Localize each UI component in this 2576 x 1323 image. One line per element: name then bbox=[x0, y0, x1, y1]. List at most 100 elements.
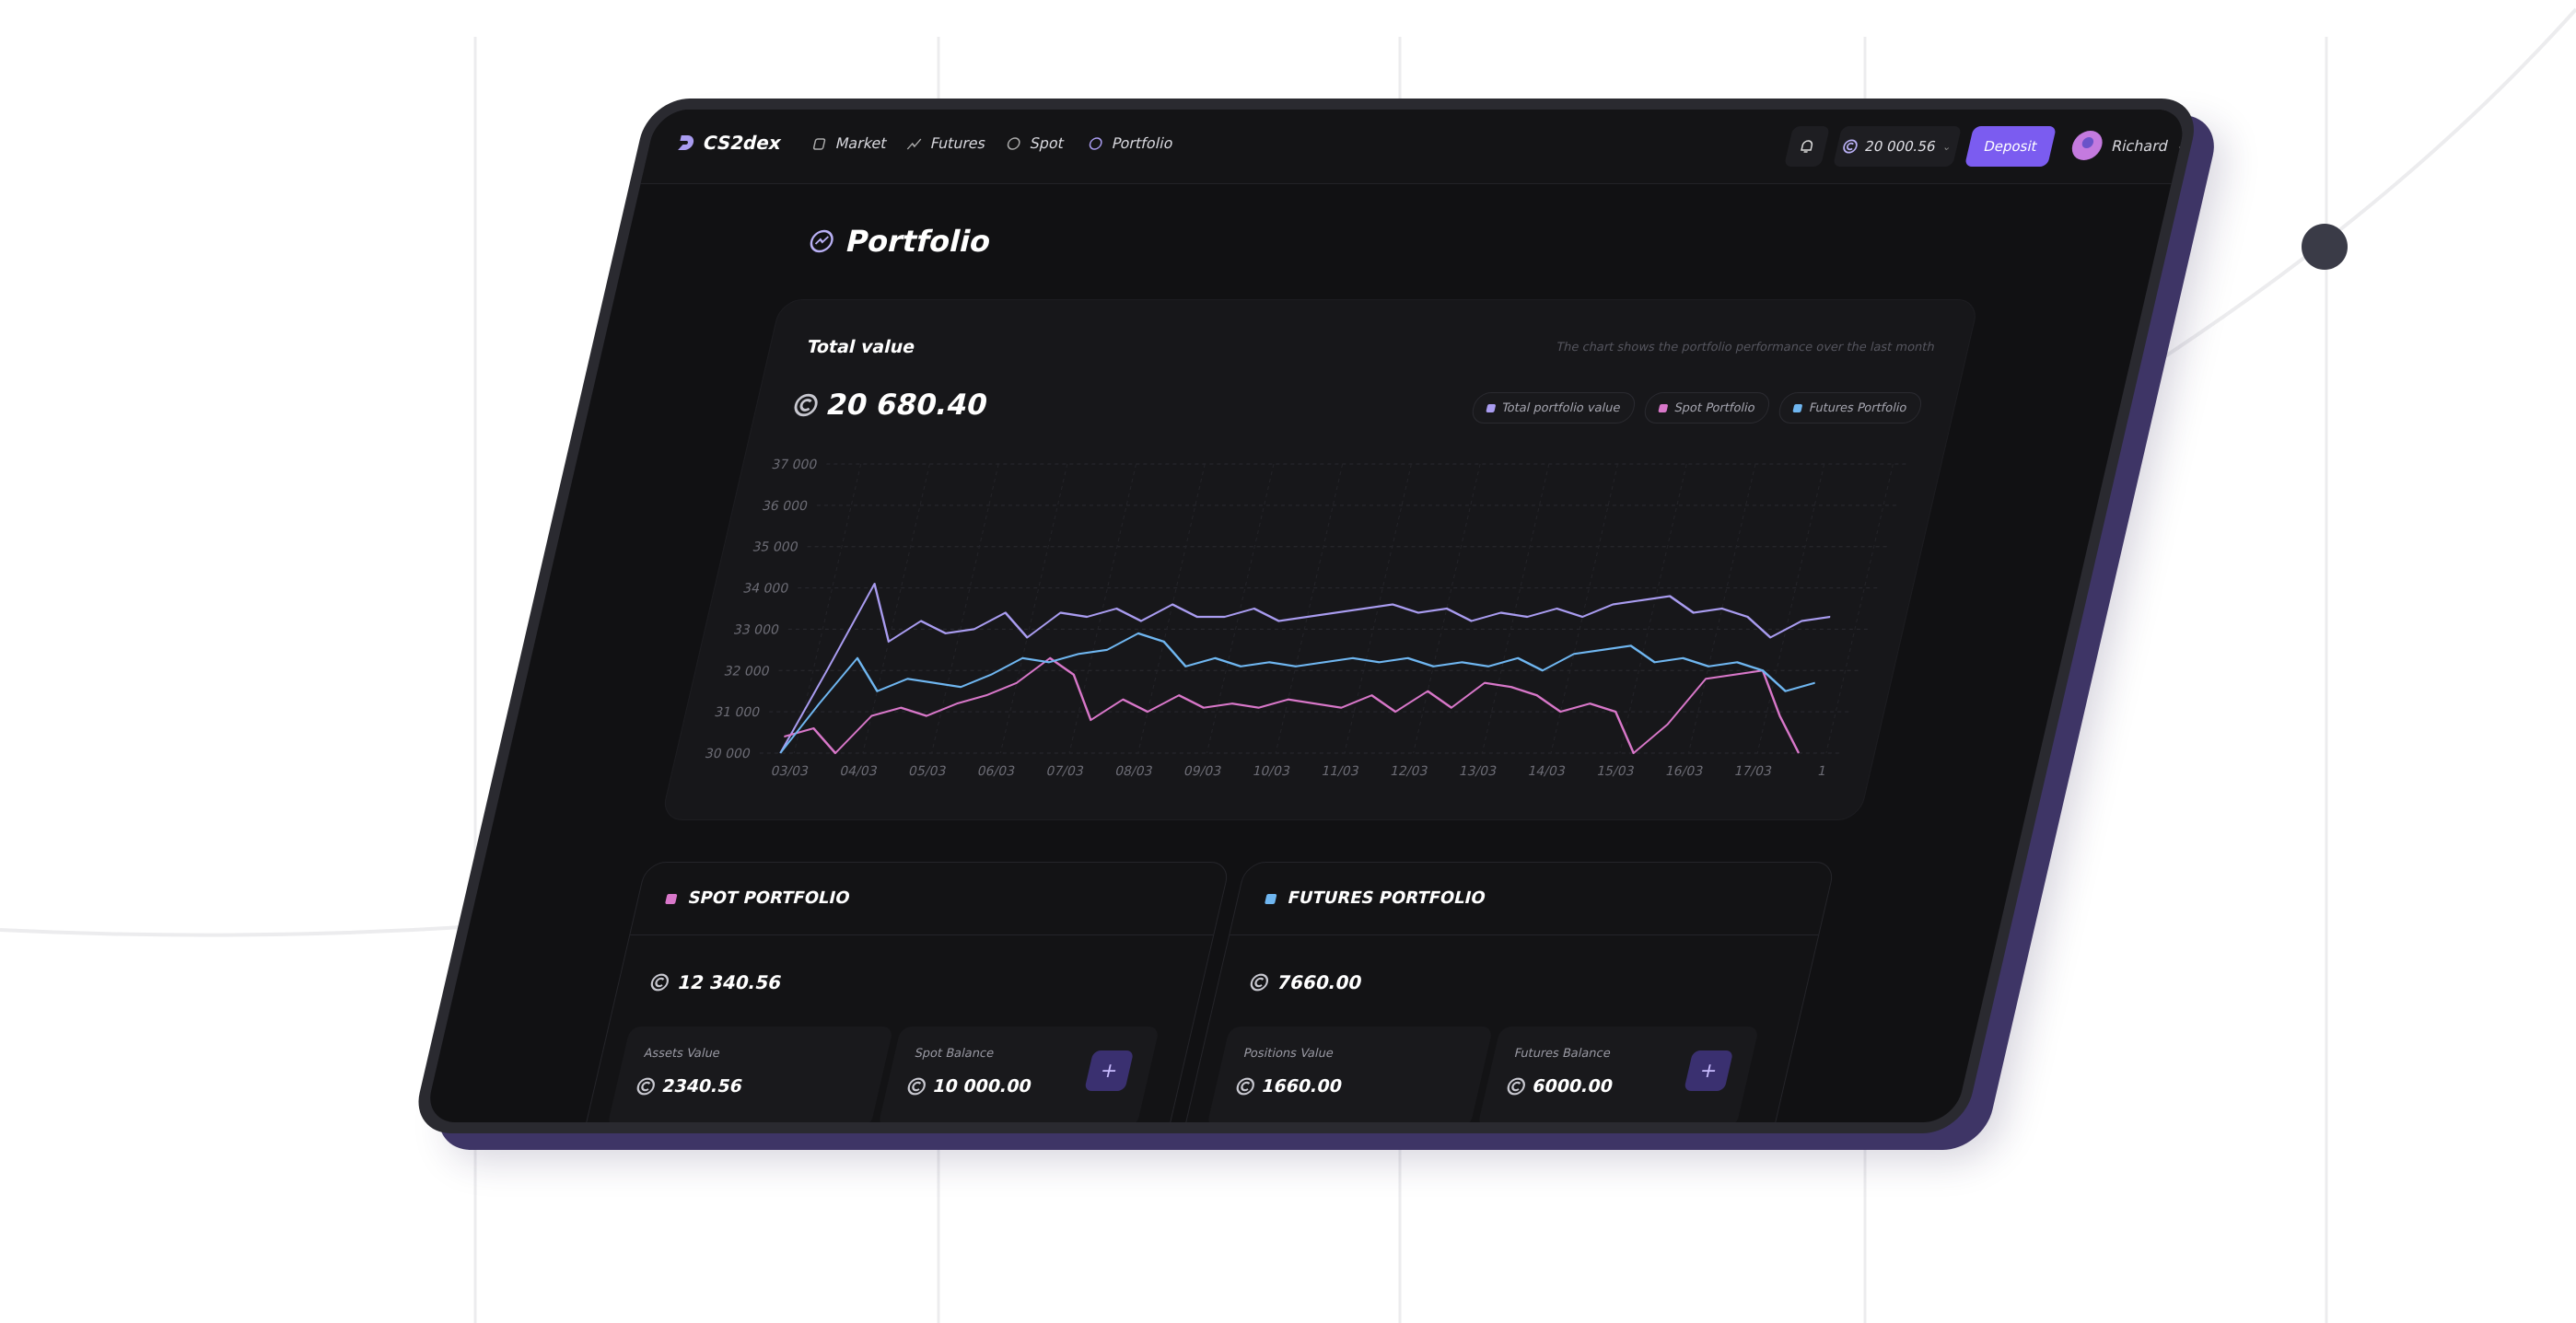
stat-value: 6000.00 bbox=[1505, 1076, 1614, 1097]
coin-icon bbox=[635, 1077, 658, 1096]
nav-label: Portfolio bbox=[1110, 134, 1175, 152]
nav-label: Market bbox=[833, 134, 889, 152]
nav-item[interactable]: Portfolio bbox=[1087, 134, 1175, 152]
page-title: Portfolio bbox=[842, 224, 995, 259]
value: 10 000.00 bbox=[930, 1076, 1034, 1097]
balance: 20 000.56 bbox=[1863, 138, 1938, 155]
y-tick-label: 33 000 bbox=[732, 623, 781, 638]
stat-card: Assets Value 2340.56 bbox=[606, 1027, 894, 1122]
y-tick-label: 31 000 bbox=[713, 705, 762, 720]
stat-value: 10 000.00 bbox=[905, 1076, 1033, 1097]
deposit-button[interactable]: Deposit bbox=[1964, 126, 2057, 167]
chevron: ⌄ bbox=[1941, 140, 1953, 153]
add-button[interactable]: + bbox=[1684, 1050, 1734, 1091]
nav-item[interactable]: Futures bbox=[905, 134, 988, 152]
logo-icon bbox=[678, 135, 694, 150]
x-tick-label: 10/03 bbox=[1252, 764, 1292, 779]
y-tick-label: 37 000 bbox=[770, 458, 819, 472]
logo[interactable]: CS2dex bbox=[675, 132, 784, 154]
line-series bbox=[784, 656, 1801, 755]
stat-value: 1660.00 bbox=[1234, 1076, 1345, 1097]
nav-icon bbox=[1089, 136, 1102, 150]
grid-line bbox=[1206, 464, 1275, 753]
balance-button[interactable]: 20 000.56 ⌄ bbox=[1832, 126, 1963, 167]
add-button[interactable]: + bbox=[1084, 1050, 1135, 1091]
panel-swatch bbox=[1264, 894, 1277, 904]
x-tick-label: 11/03 bbox=[1320, 764, 1360, 779]
x-tick-label: 07/03 bbox=[1044, 764, 1085, 779]
nav-icon bbox=[1007, 136, 1020, 150]
coin-icon bbox=[905, 1077, 928, 1096]
bg-dot bbox=[2302, 224, 2348, 270]
x-tick-label: 09/03 bbox=[1183, 764, 1223, 779]
nav-icon bbox=[906, 138, 922, 149]
nav-icon bbox=[813, 137, 826, 150]
grid-line bbox=[999, 464, 1068, 753]
x-tick-label: 17/03 bbox=[1733, 764, 1774, 779]
coin-icon bbox=[648, 973, 671, 992]
deposit-label: Deposit bbox=[1982, 138, 2039, 155]
user-name: Richard bbox=[2110, 136, 2171, 155]
grid-line bbox=[1481, 464, 1550, 753]
stat-card: Futures Balance 6000.00 + bbox=[1476, 1027, 1760, 1122]
bell-icon bbox=[1801, 140, 1813, 153]
logo-text: CS2dex bbox=[701, 132, 784, 154]
x-tick-label: 06/03 bbox=[976, 764, 1017, 779]
y-tick-label: 32 000 bbox=[723, 664, 772, 679]
x-tick-label: 12/03 bbox=[1389, 764, 1429, 779]
line-series bbox=[779, 632, 1815, 754]
nav-label: Spot bbox=[1028, 134, 1067, 152]
grid-line bbox=[1068, 464, 1137, 753]
x-tick-label: 03/03 bbox=[770, 764, 810, 779]
grid-line bbox=[1756, 464, 1825, 753]
panel-header: SPOT PORTFOLIO bbox=[630, 863, 1230, 935]
coin-icon bbox=[1248, 973, 1271, 992]
x-tick-label: 04/03 bbox=[838, 764, 879, 779]
x-tick-label: 08/03 bbox=[1113, 764, 1154, 779]
panel-amount: 12 340.56 bbox=[648, 971, 785, 993]
amount: 7660.00 bbox=[1275, 971, 1365, 993]
value: 1660.00 bbox=[1259, 1076, 1345, 1097]
nav-label: Futures bbox=[928, 134, 988, 152]
x-tick-label: 16/03 bbox=[1664, 764, 1705, 779]
stat-value: 2340.56 bbox=[635, 1076, 745, 1097]
amount: 12 340.56 bbox=[675, 971, 785, 993]
y-tick-label: 30 000 bbox=[704, 747, 752, 761]
panel-swatch bbox=[664, 894, 678, 904]
y-tick-label: 35 000 bbox=[752, 540, 800, 555]
x-tick-label: 15/03 bbox=[1595, 764, 1636, 779]
value: 2340.56 bbox=[659, 1076, 745, 1097]
panel-header: FUTURES PORTFOLIO bbox=[1230, 863, 1836, 935]
stat-label: Futures Balance bbox=[1512, 1047, 1613, 1061]
stat-label: Positions Value bbox=[1241, 1047, 1335, 1061]
x-tick-label: 13/03 bbox=[1458, 764, 1498, 779]
panel-title: FUTURES PORTFOLIO bbox=[1286, 888, 1488, 908]
nav-item[interactable]: Spot bbox=[1005, 134, 1067, 152]
avatar bbox=[2071, 131, 2103, 160]
total-value-card: Total value The chart shows the portfoli… bbox=[659, 299, 1980, 820]
y-tick-label: 36 000 bbox=[761, 499, 810, 514]
coin-icon bbox=[1841, 139, 1859, 154]
chevron: ⌄ bbox=[2175, 139, 2187, 152]
user-menu[interactable]: Richard ⌄ bbox=[2068, 130, 2188, 161]
y-tick-label: 34 000 bbox=[741, 582, 790, 597]
x-tick-label: 05/03 bbox=[907, 764, 948, 779]
x-tick-label: 1 bbox=[1816, 764, 1828, 779]
panel-title: SPOT PORTFOLIO bbox=[686, 888, 852, 908]
coin-icon bbox=[1234, 1077, 1257, 1096]
grid-line bbox=[1619, 464, 1687, 753]
heading-icon bbox=[810, 229, 833, 253]
nav-item[interactable]: Market bbox=[810, 134, 889, 152]
grid-line bbox=[1344, 464, 1412, 753]
grid-line bbox=[1137, 464, 1206, 753]
coin-icon bbox=[1505, 1077, 1528, 1096]
screen: CS2dex Market Futures Spot Portfolio 20 … bbox=[424, 110, 2189, 1122]
page-heading: Portfolio bbox=[806, 224, 995, 259]
stat-card: Positions Value 1660.00 bbox=[1206, 1027, 1494, 1122]
stat-label: Assets Value bbox=[642, 1047, 722, 1061]
notifications-button[interactable] bbox=[1783, 126, 1831, 167]
stat-card: Spot Balance 10 000.00 + bbox=[877, 1027, 1160, 1122]
x-tick-label: 14/03 bbox=[1526, 764, 1567, 779]
